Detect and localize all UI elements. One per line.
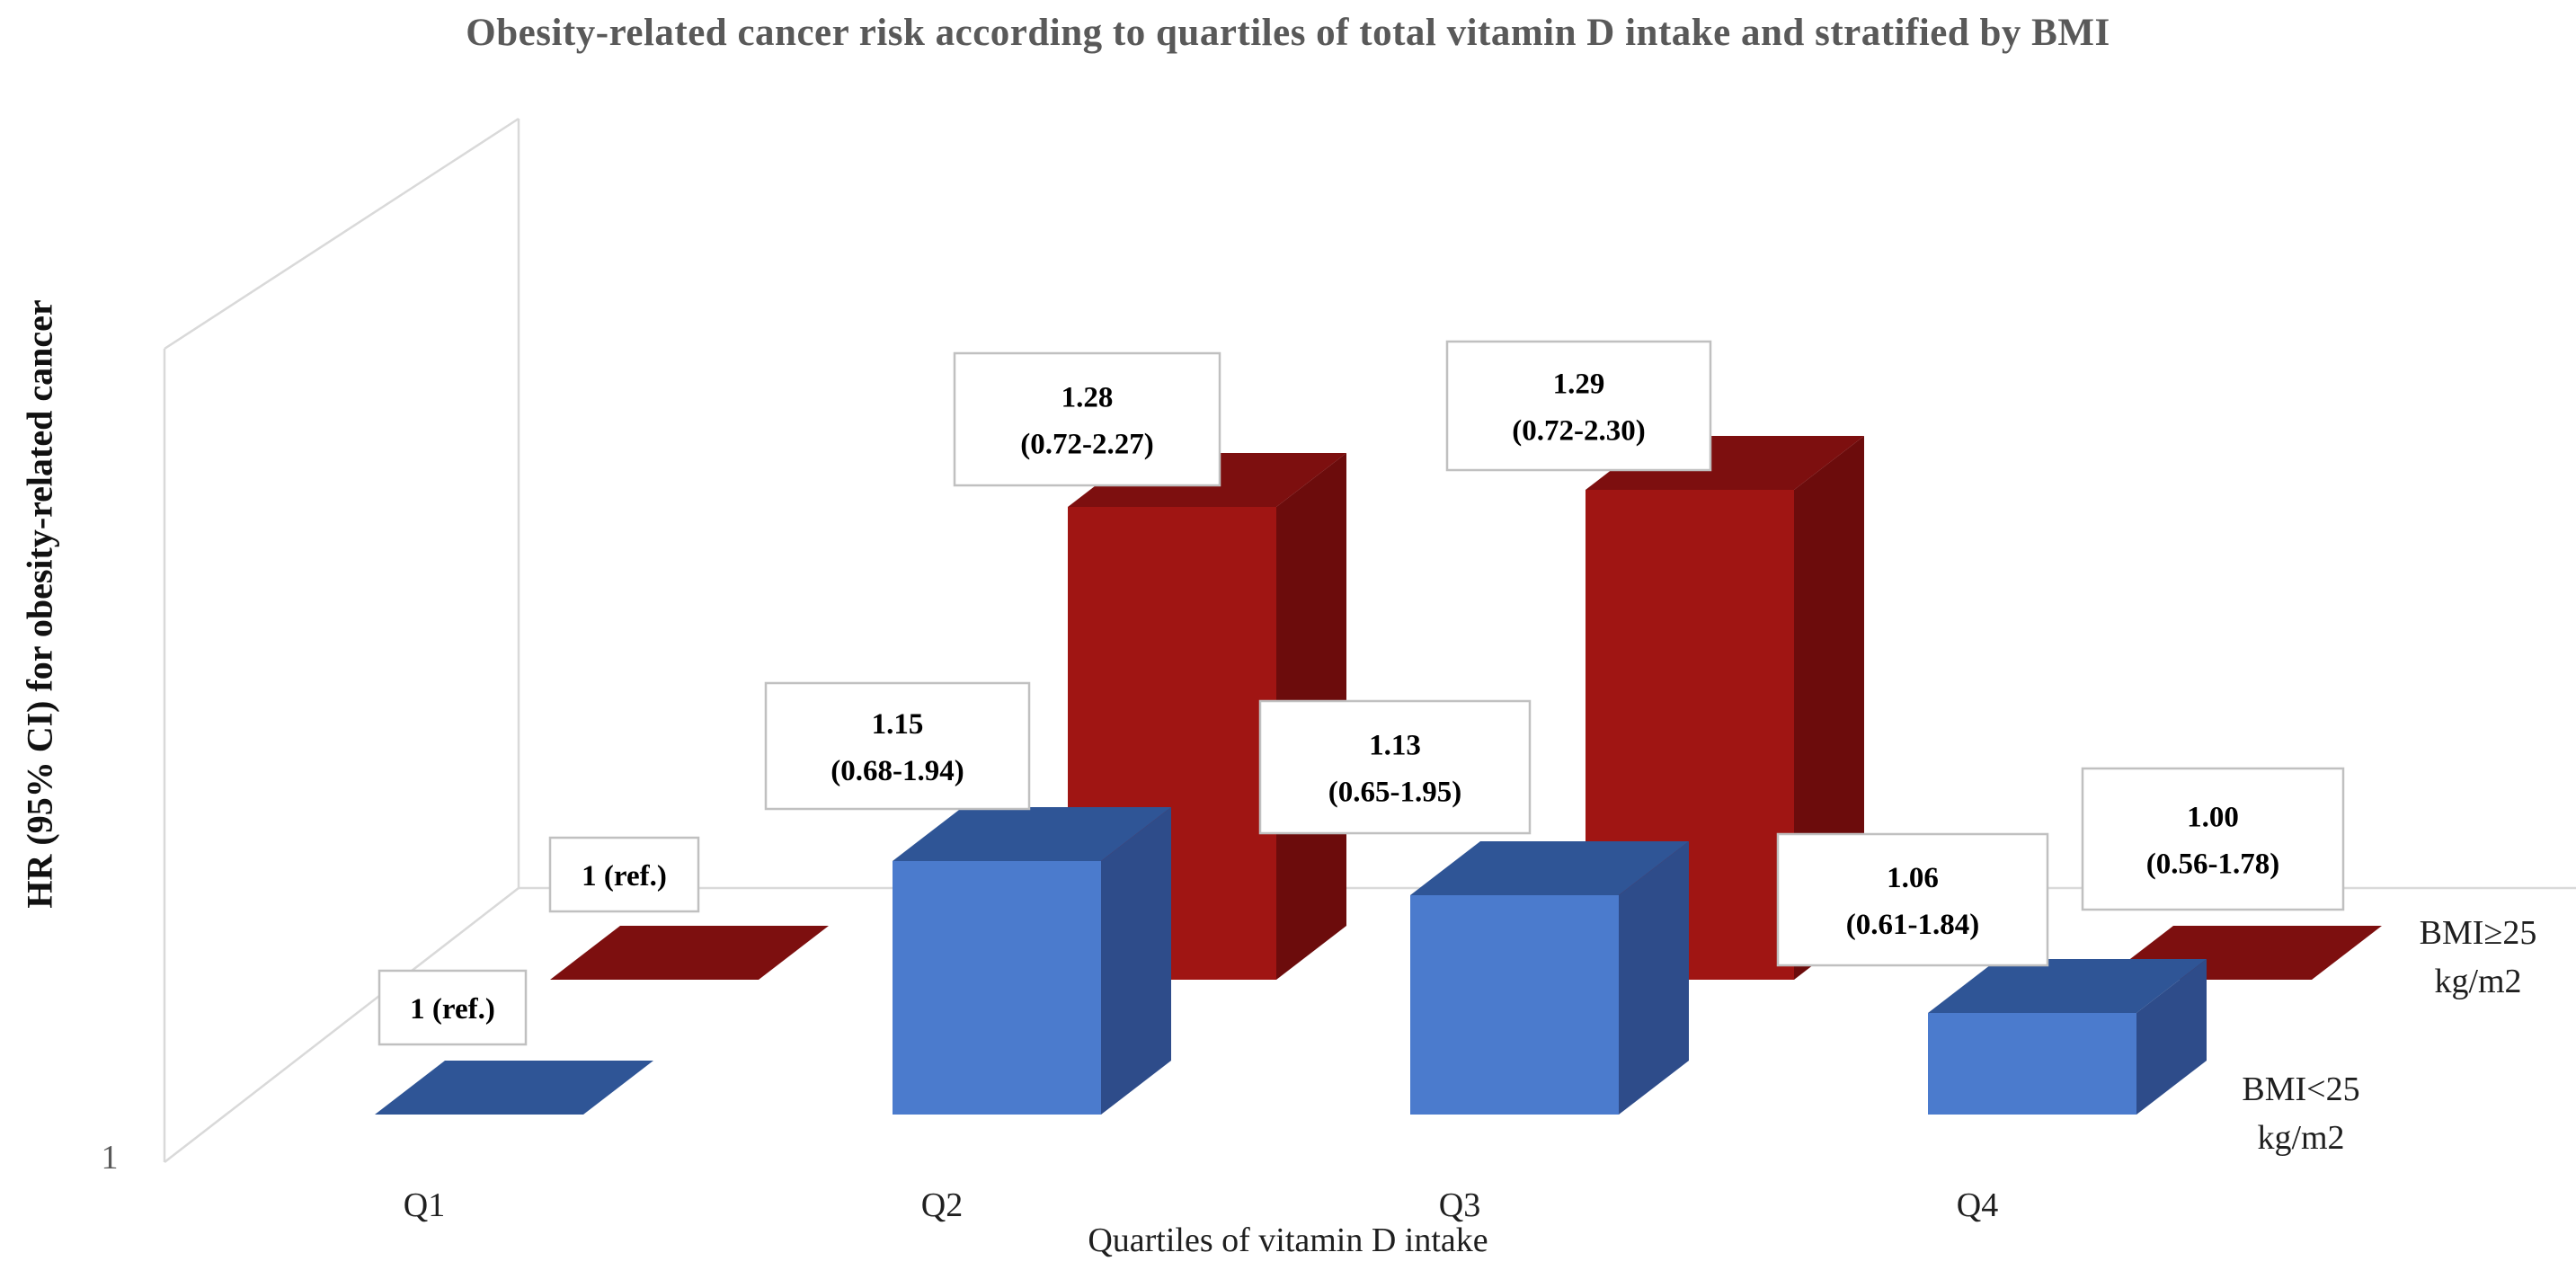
category-label-q4: Q4 — [1957, 1186, 1998, 1224]
bar-q4-bmi-25-kg-m2-top-face — [1928, 959, 2207, 1013]
bar-q1-bmi-25-kg-m2-flat-top-face — [550, 926, 829, 980]
y-axis-title: HR (95% CI) for obesity-related cancer — [19, 299, 60, 909]
data-label-q1-bmi-25-kg-m2-text: 1 (ref.) — [582, 860, 667, 893]
data-label-q2-bmi-25-kg-m2-text: 1.15 (0.68-1.94) — [831, 708, 964, 787]
data-label-q4-bmi-25-kg-m2-box — [2081, 767, 2345, 911]
data-label-q4-bmi-25-kg-m2-text: 1.00 (0.56-1.78) — [2146, 802, 2279, 881]
data-label-q4-bmi-25-kg-m2-box — [1776, 832, 2049, 967]
series-label-bmi-ge-25-line1: BMI≥25 — [2419, 914, 2537, 952]
bar-q4-bmi-25-kg-m2-front-face — [1928, 1013, 2136, 1115]
category-label-q2: Q2 — [921, 1186, 963, 1224]
data-label-q4-bmi-25-kg-m2-text: 1.06 (0.61-1.84) — [1846, 862, 1979, 941]
series-label-bmi-lt-25-line2: kg/m2 — [2257, 1119, 2345, 1157]
data-label-q3-bmi-25-kg-m2-box — [1445, 340, 1712, 472]
data-label-q1-bmi-25-kg-m2-box — [378, 969, 528, 1046]
data-label-q3-bmi-25-kg-m2-text: 1.29 (0.72-2.30) — [1512, 369, 1645, 448]
bar-q3-bmi-25-kg-m2-top-face — [1410, 841, 1689, 895]
data-label-q3-bmi-25-kg-m2-box — [1258, 699, 1532, 835]
data-label-q1-bmi-25-kg-m2-box — [548, 836, 700, 913]
y-axis-tick-1: 1 — [101, 1139, 119, 1177]
bar-q2-bmi-25-kg-m2-front-face — [893, 861, 1101, 1115]
category-label-q1: Q1 — [404, 1186, 445, 1224]
chart-frame-line-3 — [164, 117, 520, 351]
bar-q4-bmi-25-kg-m2-side-face — [2136, 959, 2207, 1115]
data-label-q2-bmi-25-kg-m2-box — [953, 351, 1221, 487]
data-label-q2-bmi-25-kg-m2-box — [764, 681, 1031, 811]
bar-q2-bmi-25-kg-m2-top-face — [893, 807, 1171, 861]
series-label-bmi-lt-25-line1: BMI<25 — [2242, 1070, 2360, 1108]
bar-q3-bmi-25-kg-m2-front-face — [1410, 895, 1619, 1115]
bar-q3-bmi-25-kg-m2-side-face — [1619, 841, 1689, 1115]
data-label-q3-bmi-25-kg-m2-text: 1.13 (0.65-1.95) — [1328, 730, 1461, 809]
chart-frame-line-0 — [164, 887, 520, 1163]
x-axis-title: Quartiles of vitamin D intake — [1088, 1221, 1488, 1259]
data-label-q1-bmi-25-kg-m2-text: 1 (ref.) — [410, 993, 495, 1026]
data-label-q2-bmi-25-kg-m2-text: 1.28 (0.72-2.27) — [1020, 382, 1153, 461]
chart-title: Obesity-related cancer risk according to… — [466, 12, 2110, 54]
series-label-bmi-ge-25-line2: kg/m2 — [2434, 963, 2522, 1000]
bar-q2-bmi-25-kg-m2-side-face — [1101, 807, 1171, 1115]
category-label-q3: Q3 — [1439, 1186, 1480, 1224]
bar-q1-bmi-25-kg-m2-flat-top-face — [375, 1061, 653, 1115]
